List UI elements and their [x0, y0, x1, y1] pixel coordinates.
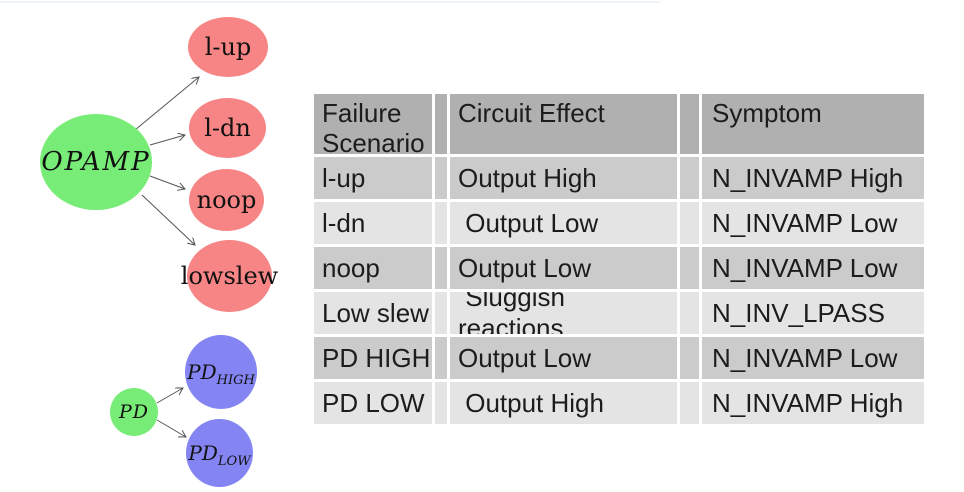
row-pdlow-spacer-2	[680, 382, 699, 424]
row-lup-effect: Output High	[450, 157, 677, 199]
node-l-up-label: l-up	[204, 33, 252, 61]
node-pd-high: PDHIGH	[185, 335, 257, 409]
row-lup-spacer-1	[435, 157, 447, 199]
node-pd: PD	[110, 388, 158, 436]
row-pdhigh-spacer-2	[680, 337, 699, 379]
arrow-opamp-ldn	[149, 135, 185, 146]
row-noop-failure: noop	[314, 247, 432, 289]
header-circuit-effect: Circuit Effect	[450, 94, 677, 154]
arrow-pd-pdhigh	[156, 388, 183, 404]
row-lup-spacer-2	[680, 157, 699, 199]
row-pdhigh-spacer-1	[435, 337, 447, 379]
row-pdlow-effect: Output High	[450, 382, 677, 424]
arrow-opamp-lup	[134, 77, 199, 131]
row-lup-symptom: N_INVAMP High	[702, 157, 924, 199]
row-lowslew-spacer-2	[680, 292, 699, 334]
row-ldn-symptom: N_INVAMP Low	[702, 202, 924, 244]
arrow-pd-pdlow	[156, 419, 186, 437]
node-pd-high-base: PD	[187, 360, 217, 384]
row-lup-failure: l-up	[314, 157, 432, 199]
node-lowslew: lowslew	[181, 240, 278, 312]
node-opamp-label: OPAMP	[41, 147, 151, 177]
node-pd-label: PD	[118, 401, 150, 423]
row-lowslew-failure: Low slew	[314, 292, 432, 334]
node-l-dn-label: l-dn	[204, 114, 251, 142]
node-noop: noop	[189, 169, 264, 231]
header-symptom: Symptom	[702, 94, 924, 154]
node-pd-high-sub: HIGH	[216, 373, 255, 388]
node-noop-label: noop	[196, 186, 257, 214]
node-pd-low-label: PDLOW	[188, 441, 250, 468]
header-spacer-2	[680, 94, 699, 154]
row-noop-effect: Output Low	[450, 247, 677, 289]
row-ldn-failure: l-dn	[314, 202, 432, 244]
arrow-opamp-lowslew	[141, 194, 195, 245]
row-pdlow-spacer-1	[435, 382, 447, 424]
row-pdhigh-symptom: N_INVAMP Low	[702, 337, 924, 379]
row-lowslew-symptom: N_INV_LPASS	[702, 292, 924, 334]
row-noop-spacer-2	[680, 247, 699, 289]
node-lowslew-label: lowslew	[180, 262, 279, 290]
row-pdhigh-failure: PD HIGH	[314, 337, 432, 379]
node-opamp: OPAMP	[40, 114, 152, 210]
row-lowslew-effect: Sluggish reactions	[450, 292, 677, 334]
row-ldn-effect: Output Low	[450, 202, 677, 244]
row-pdhigh-effect: Output Low	[450, 337, 677, 379]
node-pd-low: PDLOW	[186, 419, 253, 487]
node-l-dn: l-dn	[189, 98, 266, 158]
node-l-up: l-up	[188, 17, 268, 77]
header-failure-scenario: Failure Scenario	[314, 94, 432, 154]
row-ldn-spacer-1	[435, 202, 447, 244]
node-pd-low-base: PD	[188, 441, 218, 465]
node-pd-high-label: PDHIGH	[187, 360, 255, 387]
row-pdlow-symptom: N_INVAMP High	[702, 382, 924, 424]
failure-scenario-table: Failure Scenario Circuit Effect Symptom …	[314, 94, 924, 424]
row-noop-symptom: N_INVAMP Low	[702, 247, 924, 289]
window-top-edge	[0, 1, 660, 3]
row-ldn-spacer-2	[680, 202, 699, 244]
row-noop-spacer-1	[435, 247, 447, 289]
header-spacer-1	[435, 94, 447, 154]
row-lowslew-spacer-1	[435, 292, 447, 334]
row-pdlow-failure: PD LOW	[314, 382, 432, 424]
fault-tree-arrows	[134, 0, 320, 492]
arrow-opamp-noop	[149, 175, 185, 189]
node-pd-low-sub: LOW	[217, 454, 251, 469]
